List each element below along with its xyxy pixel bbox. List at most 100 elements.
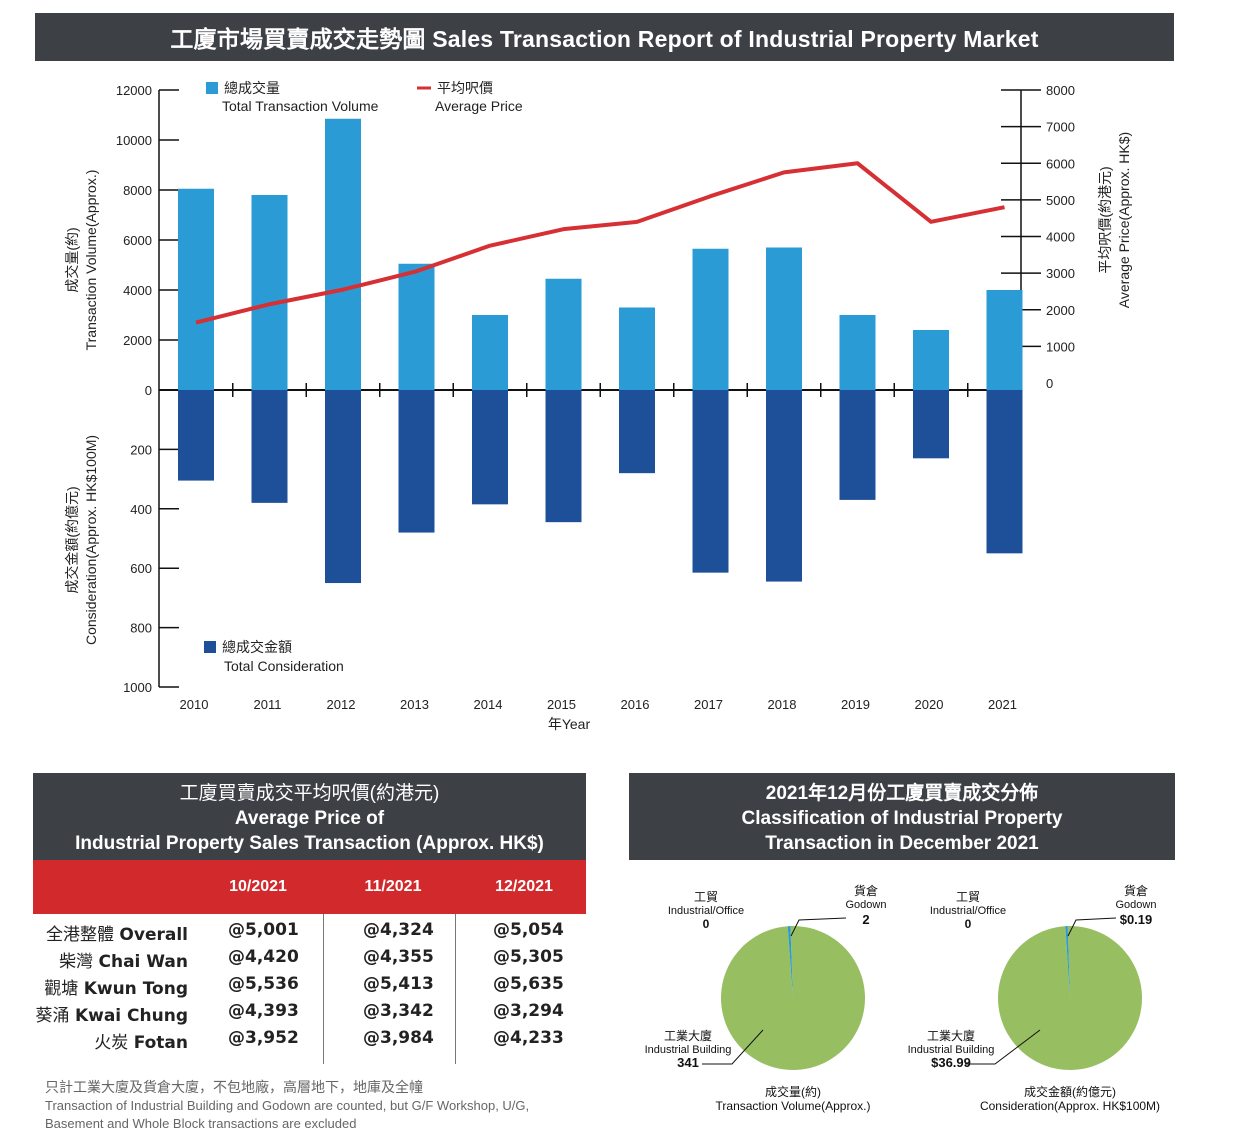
- cell-value: @3,952: [228, 1028, 299, 1048]
- x-axis-label: 年Year: [548, 716, 591, 732]
- x-tick-label: 2012: [327, 697, 356, 712]
- pie-label-zh: 工業大廈: [927, 1028, 975, 1043]
- y-tick-label: 600: [130, 561, 152, 576]
- pie-label-zh: 貨倉: [854, 883, 878, 898]
- classification-heading-zh: 2021年12月份工廈買賣成交分佈: [765, 783, 1039, 804]
- report-title: 工廈市場買賣成交走勢圖 Sales Transaction Report of …: [35, 13, 1174, 61]
- volume-bar: [986, 290, 1023, 390]
- y-tick-label: 1000: [123, 680, 152, 695]
- classification-heading: 2021年12月份工廈買賣成交分佈 Classification of Indu…: [629, 773, 1175, 860]
- right-tick-label: 2000: [1046, 303, 1075, 318]
- pie-leader-line: [965, 1029, 1041, 1065]
- district-label: 火炭 Fotan: [94, 1033, 188, 1053]
- x-tick-label: 2014: [474, 697, 503, 712]
- volume-bar: [251, 195, 288, 390]
- pie-charts: 工貿Industrial/Office0貨倉Godown2工業大廈Industr…: [645, 883, 1160, 1113]
- volume-bar: [178, 188, 214, 390]
- table-row: 葵涌 Kwai Chung @4,393 @3,342 @3,294: [33, 1001, 586, 1028]
- y-tick-label: 6000: [123, 233, 152, 248]
- y-axis-label-right-zh: 平均呎價(約港元): [1097, 166, 1113, 273]
- cell-value: @5,536: [228, 974, 299, 994]
- consideration-bar: [251, 390, 288, 503]
- legend-consideration-en: Total Consideration: [224, 658, 344, 674]
- right-tick-label: 3000: [1046, 266, 1075, 281]
- legend-volume-zh: 總成交量: [224, 80, 280, 96]
- note-en-2: Basement and Whole Block transactions ar…: [45, 1116, 357, 1131]
- right-tick-label: 0: [1046, 376, 1053, 391]
- pie-label-en: Godown: [846, 899, 887, 911]
- x-tick-label: 2017: [694, 697, 723, 712]
- x-tick-label: 2020: [915, 697, 944, 712]
- y-tick-label: 2000: [123, 333, 152, 348]
- pie-label-zh: 工業大廈: [664, 1028, 712, 1043]
- volume-bar: [766, 247, 802, 390]
- pie-label-value: 341: [677, 1055, 699, 1070]
- consideration-bar: [545, 390, 582, 523]
- pie-slice: [1065, 926, 1070, 998]
- pie-label-en: Industrial/Office: [930, 905, 1006, 917]
- price-table-header-row: 10/2021 11/2021 12/2021: [33, 860, 586, 914]
- cell-value: @3,342: [363, 1001, 434, 1021]
- column-header: 10/2021: [229, 878, 287, 895]
- pie-title-en: Transaction Volume(Approx.): [716, 1099, 871, 1113]
- cell-value: @4,233: [493, 1028, 564, 1048]
- y-tick-label: 10000: [116, 133, 152, 148]
- cell-value: @5,305: [493, 947, 564, 967]
- right-tick-label: 7000: [1046, 120, 1075, 135]
- y-tick-label: 800: [130, 621, 152, 636]
- legend-price-zh: 平均呎價: [437, 80, 493, 96]
- volume-bar: [472, 315, 508, 390]
- y-tick-label: 0: [145, 383, 152, 398]
- main-combo-chart: 1200010000800060004000200002004006008001…: [64, 80, 1132, 732]
- cell-value: @5,413: [363, 974, 434, 994]
- x-tick-label: 2021: [988, 697, 1017, 712]
- volume-bar: [692, 248, 729, 390]
- column-divider: [323, 914, 324, 1064]
- pie-label-en: Industrial Building: [908, 1044, 995, 1056]
- pie-label-value: $36.99: [931, 1055, 971, 1070]
- district-label: 柴灣 Chai Wan: [59, 952, 188, 972]
- pie-label-en: Godown: [1116, 899, 1157, 911]
- y-tick-label: 200: [130, 442, 152, 457]
- legend-consideration-zh: 總成交金額: [222, 639, 292, 655]
- x-tick-label: 2018: [768, 697, 797, 712]
- average-price-line: [195, 161, 1005, 325]
- table-row: 觀塘 Kwun Tong @5,536 @5,413 @5,635: [33, 974, 586, 1001]
- y-axis-label-right-en: Average Price(Approx. HK$): [1116, 132, 1132, 308]
- cell-value: @4,393: [228, 1001, 299, 1021]
- cell-value: @5,054: [493, 920, 564, 940]
- pie-label-value: 2: [862, 912, 869, 927]
- table-row: 火炭 Fotan @3,952 @3,984 @4,233: [33, 1028, 586, 1055]
- y-axis-label-bottom-zh: 成交金額(約億元): [64, 486, 80, 593]
- classification-heading-en1: Classification of Industrial Property: [741, 808, 1063, 829]
- y-axis-label-top-zh: 成交量(約): [64, 227, 80, 292]
- column-divider: [455, 914, 456, 1064]
- note-en-1: Transaction of Industrial Building and G…: [45, 1098, 530, 1113]
- pie-label-value: 0: [703, 917, 710, 931]
- volume-bar: [325, 118, 361, 390]
- column-header: 12/2021: [495, 878, 553, 895]
- pie-leader-line: [702, 1029, 764, 1065]
- pie-leader-line: [1067, 917, 1117, 937]
- pie-label-en: Industrial Building: [645, 1044, 732, 1056]
- x-tick-label: 2011: [254, 697, 282, 712]
- volume-bar: [619, 307, 655, 390]
- pie-label-zh: 工貿: [956, 890, 980, 904]
- consideration-bar: [325, 390, 361, 584]
- pie-title-zh: 成交量(約): [765, 1084, 821, 1099]
- consideration-bar: [839, 390, 876, 500]
- pie-label-zh: 工貿: [694, 890, 718, 904]
- right-tick-label: 1000: [1046, 339, 1075, 354]
- volume-bar: [839, 315, 876, 390]
- consideration-bar: [619, 390, 655, 474]
- pie-title-zh: 成交金額(約億元): [1024, 1084, 1116, 1099]
- consideration-bar: [398, 390, 435, 533]
- price-table-heading: 工廈買賣成交平均呎價(約港元) Average Price of Industr…: [33, 773, 586, 860]
- cell-value: @3,294: [493, 1001, 564, 1021]
- y-axis-label-top-en: Transaction Volume(Approx.): [83, 170, 99, 351]
- volume-bar: [545, 278, 582, 390]
- cell-value: @3,984: [363, 1028, 434, 1048]
- cell-value: @4,324: [363, 920, 434, 940]
- consideration-bar: [178, 390, 214, 481]
- right-tick-label: 6000: [1046, 156, 1075, 171]
